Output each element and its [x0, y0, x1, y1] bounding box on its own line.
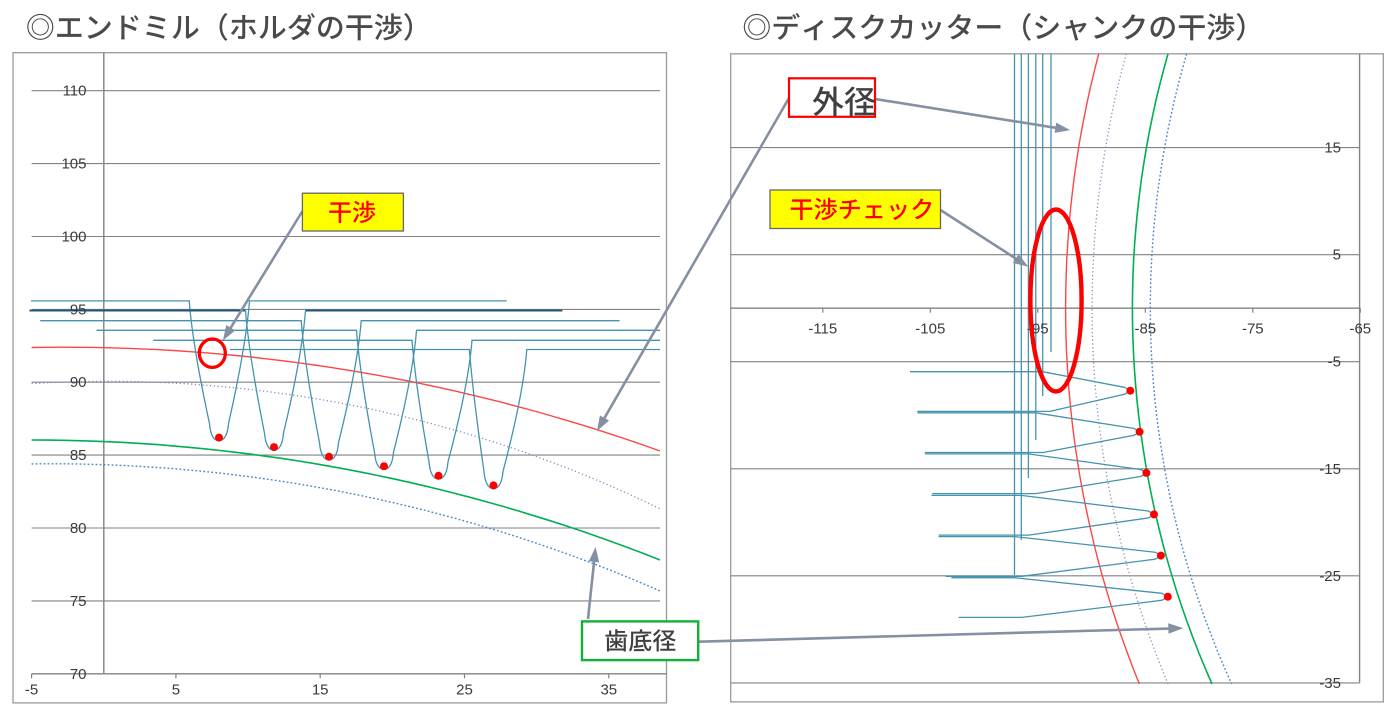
svg-text:15: 15 [1324, 140, 1341, 157]
svg-text:100: 100 [61, 229, 86, 246]
svg-text:25: 25 [456, 681, 473, 698]
svg-text:70: 70 [70, 666, 87, 683]
svg-text:35: 35 [600, 681, 617, 698]
svg-text:5: 5 [1333, 247, 1341, 264]
svg-text:110: 110 [63, 83, 87, 100]
svg-text:-115: -115 [808, 321, 837, 338]
svg-text:-35: -35 [1319, 675, 1341, 692]
svg-text:5: 5 [172, 681, 180, 698]
svg-text:90: 90 [70, 374, 87, 391]
svg-text:85: 85 [70, 447, 87, 464]
svg-text:-15: -15 [1319, 461, 1341, 478]
svg-text:75: 75 [70, 593, 87, 610]
svg-text:15: 15 [312, 681, 329, 698]
svg-text:-75: -75 [1242, 321, 1264, 338]
svg-text:95: 95 [70, 301, 87, 318]
svg-text:105: 105 [61, 156, 86, 173]
svg-text:-5: -5 [1328, 354, 1341, 371]
svg-text:-25: -25 [1319, 568, 1341, 585]
svg-text:-65: -65 [1349, 321, 1371, 338]
svg-text:-85: -85 [1134, 321, 1156, 338]
svg-text:-5: -5 [25, 681, 38, 698]
svg-text:80: 80 [70, 520, 87, 537]
svg-text:-105: -105 [915, 321, 945, 338]
